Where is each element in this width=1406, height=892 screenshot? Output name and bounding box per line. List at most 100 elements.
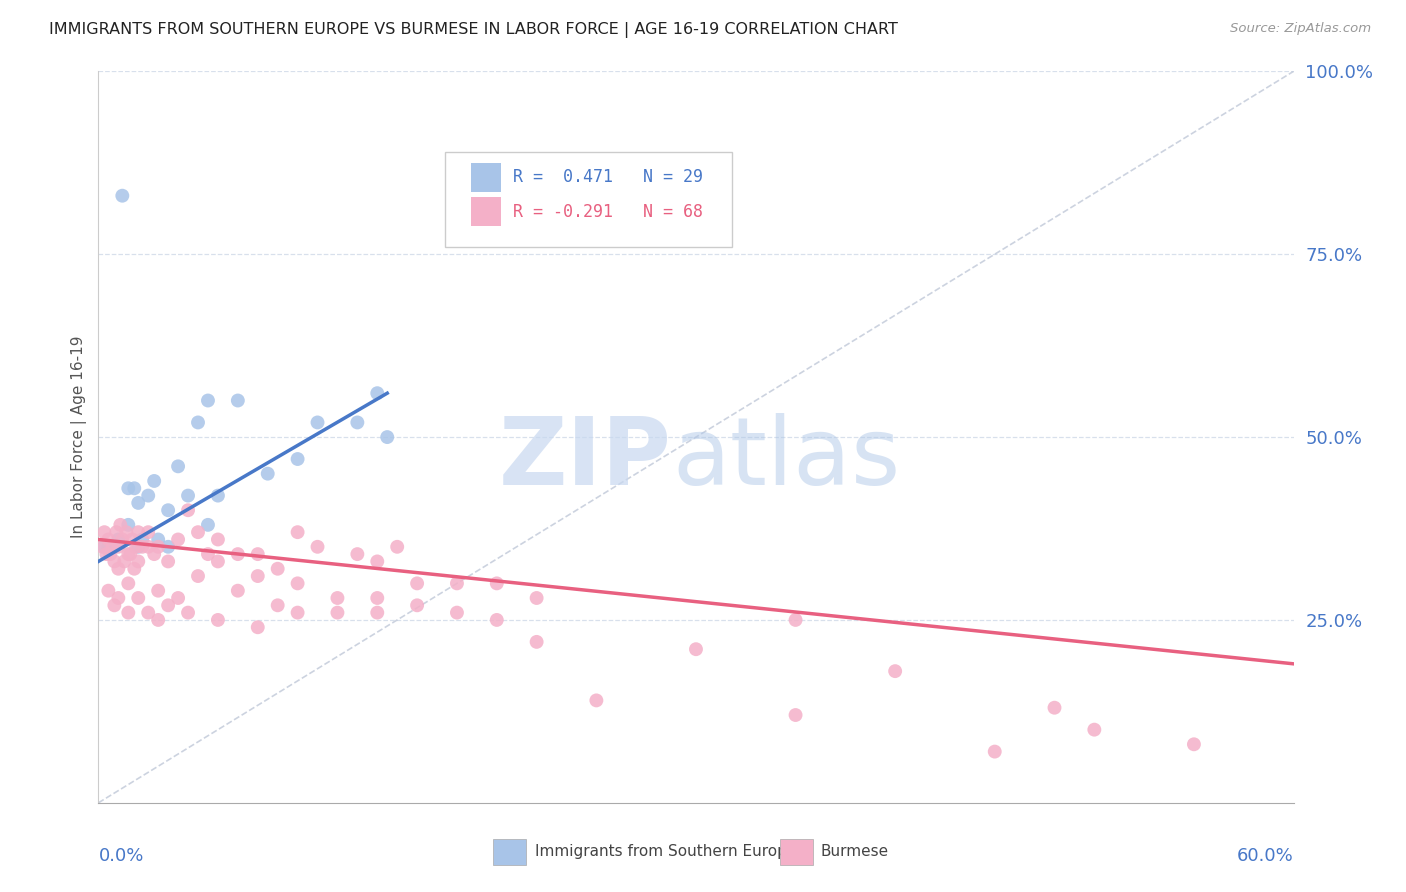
Point (485, 613, 508, 627)
Text: ZIP: ZIP (499, 413, 672, 505)
Point (167, 533, 190, 547)
Point (246, 547, 269, 561)
Point (267, 562, 290, 576)
Point (112, 554, 135, 568)
Point (127, 540, 149, 554)
Point (226, 393, 249, 408)
Point (187, 569, 209, 583)
Point (111, 188, 134, 202)
Point (121, 533, 143, 547)
FancyBboxPatch shape (494, 839, 526, 865)
Point (307, 416, 329, 430)
Point (148, 540, 170, 554)
Point (246, 620, 269, 634)
Point (136, 489, 159, 503)
Point (157, 599, 180, 613)
Point (103, 540, 125, 554)
Point (97, 583, 120, 598)
Point (97, 540, 120, 554)
Point (366, 554, 388, 568)
Point (117, 576, 139, 591)
FancyBboxPatch shape (471, 197, 501, 227)
Point (107, 533, 129, 547)
FancyBboxPatch shape (471, 163, 501, 192)
Point (143, 547, 166, 561)
Point (131, 533, 153, 547)
Point (197, 547, 219, 561)
Point (93, 525, 115, 540)
Point (148, 613, 170, 627)
Point (177, 489, 200, 503)
Point (685, 642, 707, 657)
Point (97, 533, 120, 547)
Point (1043, 700, 1066, 714)
Point (526, 635, 548, 649)
Point (326, 606, 349, 620)
Text: IMMIGRANTS FROM SOUTHERN EUROPE VS BURMESE IN LABOR FORCE | AGE 16-19 CORRELATIO: IMMIGRANTS FROM SOUTHERN EUROPE VS BURME… (49, 22, 898, 38)
Point (785, 708, 807, 723)
Point (136, 525, 159, 540)
Point (1083, 723, 1105, 737)
Text: Burmese: Burmese (820, 845, 889, 859)
Point (107, 562, 129, 576)
Text: 0.0%: 0.0% (98, 847, 143, 864)
Point (326, 591, 349, 605)
Point (226, 547, 249, 561)
Point (526, 591, 548, 605)
Point (187, 416, 209, 430)
Point (96, 547, 118, 561)
Point (98, 547, 122, 561)
Point (884, 664, 907, 678)
Point (197, 517, 219, 532)
Point (103, 554, 125, 568)
Point (157, 554, 180, 568)
Point (177, 503, 200, 517)
Point (287, 525, 309, 540)
Point (167, 591, 190, 605)
Point (207, 533, 229, 547)
Point (1182, 737, 1205, 751)
Point (207, 613, 229, 627)
Text: 60.0%: 60.0% (1237, 847, 1294, 864)
Point (91, 540, 114, 554)
Point (127, 525, 149, 540)
Point (366, 386, 388, 401)
Point (187, 525, 209, 540)
Point (485, 576, 508, 591)
Point (785, 613, 807, 627)
Point (103, 599, 125, 613)
Text: Source: ZipAtlas.com: Source: ZipAtlas.com (1230, 22, 1371, 36)
Point (127, 496, 149, 510)
Point (157, 540, 180, 554)
Point (136, 606, 159, 620)
Point (385, 540, 409, 554)
Point (136, 540, 159, 554)
Point (406, 599, 429, 613)
Point (125, 540, 148, 554)
Point (585, 693, 607, 707)
Point (267, 599, 290, 613)
Point (246, 569, 269, 583)
Text: R = -0.291   N = 68: R = -0.291 N = 68 (513, 202, 703, 221)
Point (346, 547, 368, 561)
Point (117, 481, 139, 495)
Point (148, 583, 170, 598)
Point (207, 554, 229, 568)
Y-axis label: In Labor Force | Age 16-19: In Labor Force | Age 16-19 (72, 335, 87, 539)
Point (124, 562, 146, 576)
Text: Immigrants from Southern Europe: Immigrants from Southern Europe (534, 845, 796, 859)
Point (307, 540, 329, 554)
Point (256, 467, 278, 481)
Point (177, 606, 200, 620)
Point (110, 517, 132, 532)
Point (124, 481, 146, 495)
Point (157, 503, 180, 517)
Point (375, 430, 398, 444)
Point (111, 533, 134, 547)
Point (120, 547, 142, 561)
Point (105, 525, 128, 540)
Point (93, 540, 115, 554)
Point (287, 576, 309, 591)
Point (207, 489, 229, 503)
Point (406, 576, 429, 591)
